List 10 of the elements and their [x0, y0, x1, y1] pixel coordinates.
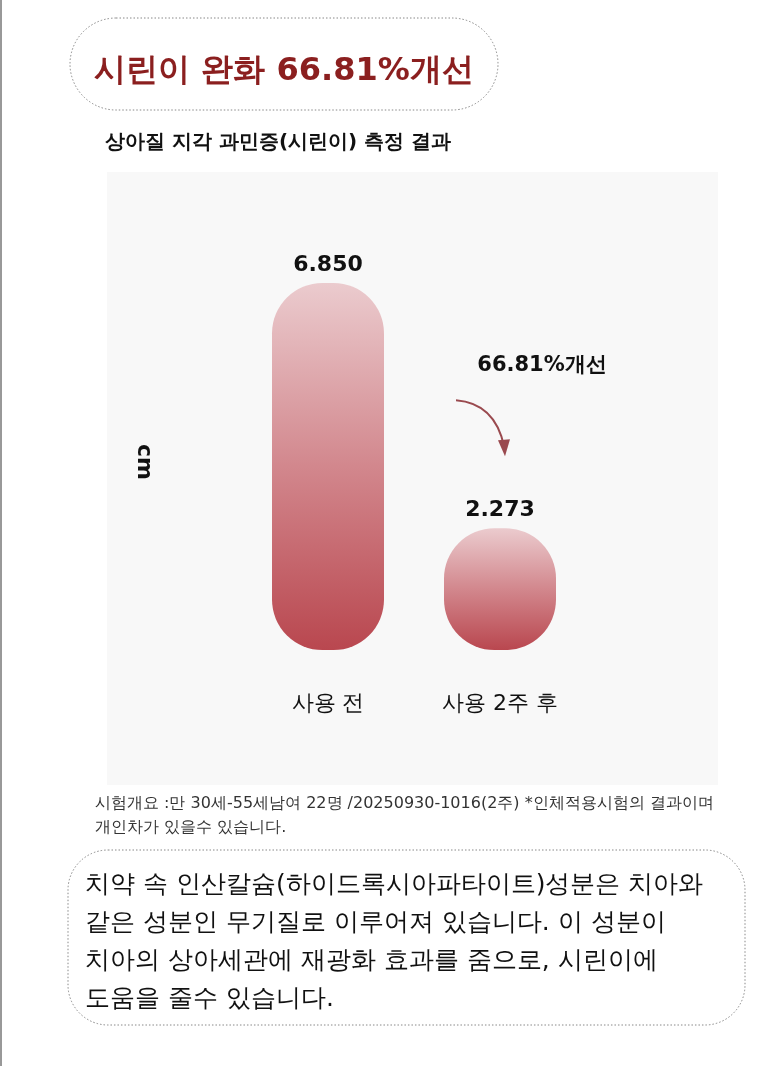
x-tick-label: 사용 전 [291, 690, 365, 715]
data-label: 2.273 [465, 496, 535, 522]
text: 치약 속 인산칼슘(하이드록시아파타이트)성분은 치아와 같은 성분인 무기질로 이루어져 있습니다. 이 성분이 치아의 상아세관에 재광화 효과를 줌으로, 시린이에 도움을 줄수 있습니다. [85, 869, 704, 1012]
text: 시험개요 :만 30세-55세남여 22명 /20250930-1016(2주) *인체적용시험의 결과이며 개인차가 있을수 있습니다. [95, 793, 714, 836]
chart-title: 시린이 완화 66.81%개선 [94, 50, 474, 88]
x-tick-label: 사용 2주 후 [442, 690, 558, 715]
y-axis-title: cm [133, 444, 158, 480]
data-label: 6.850 [293, 251, 363, 276]
chart-subtitle: 상아질 지각 과민증(시린이) 측정 결과 [105, 129, 452, 153]
annotation: 66.81%개선 [477, 352, 607, 377]
